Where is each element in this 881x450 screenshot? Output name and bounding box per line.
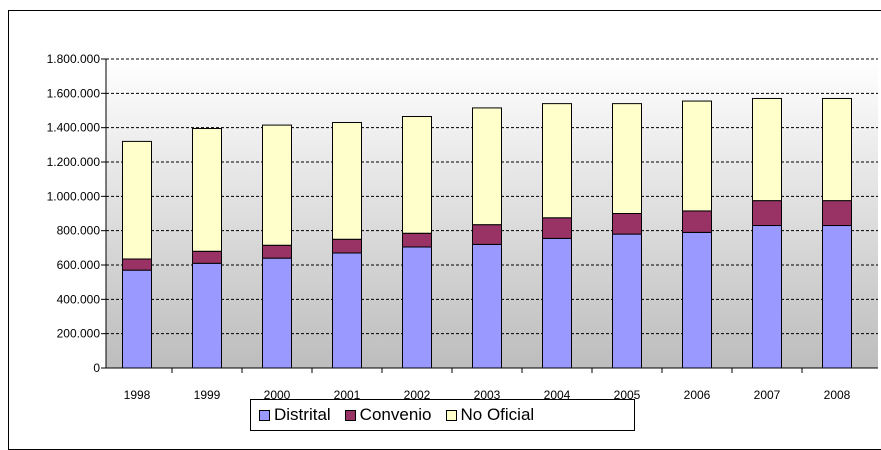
bar-distrital-1999	[192, 262, 222, 369]
y-tick-label: 600.000	[57, 258, 101, 272]
legend-label-distrital: Distrital	[274, 405, 331, 424]
x-tick-label: 2003	[474, 388, 501, 402]
y-tick-label: 1.200.000	[47, 155, 101, 169]
y-tick-label: 1.400.000	[47, 121, 101, 135]
x-tick-label: 2004	[544, 388, 571, 402]
x-tick-label: 2002	[404, 388, 431, 402]
y-tick-label: 1.600.000	[47, 86, 101, 100]
y-tick-label: 200.000	[57, 327, 101, 341]
bar-no-oficial-1999	[192, 128, 222, 252]
bar-no-oficial-2002	[402, 116, 432, 234]
bar-no-oficial-2000	[262, 124, 292, 246]
bar-no-oficial-2008	[822, 97, 852, 202]
x-tick-label: 2005	[614, 388, 641, 402]
bar-convenio-1999	[192, 250, 222, 264]
bar-convenio-2006	[682, 210, 712, 233]
bar-distrital-2001	[332, 252, 362, 369]
x-tick-label: 1999	[194, 388, 221, 402]
stacked-bar-chart: 0 200.000 400.000 600.000 800.000 1.000.000 1.…	[47, 52, 878, 402]
y-tick-label: 1.000.000	[47, 189, 101, 203]
legend-item-distrital: Distrital	[259, 405, 331, 425]
bar-distrital-2005	[612, 233, 642, 369]
bar-convenio-2004	[542, 217, 572, 239]
legend-item-convenio: Convenio	[344, 405, 432, 425]
x-tick-label: 1998	[124, 388, 151, 402]
bar-no-oficial-1998	[122, 140, 152, 260]
x-tick-label: 2001	[334, 388, 361, 402]
bar-distrital-2003	[472, 243, 502, 369]
bar-convenio-2008	[822, 200, 852, 227]
x-tick-label: 2006	[684, 388, 711, 402]
bar-no-oficial-2006	[682, 100, 712, 212]
legend: Distrital Convenio No Oficial	[250, 399, 635, 431]
bar-convenio-1998	[122, 258, 152, 271]
y-tick-label: 0	[93, 361, 100, 375]
bar-distrital-2000	[262, 257, 292, 369]
legend-item-no-oficial: No Oficial	[445, 405, 535, 425]
bar-distrital-2008	[822, 225, 852, 369]
bar-distrital-2007	[752, 225, 782, 369]
bar-convenio-2005	[612, 213, 642, 235]
x-tick-label: 2000	[264, 388, 291, 402]
bar-no-oficial-2007	[752, 97, 782, 202]
legend-swatch-distrital	[259, 409, 270, 421]
bar-distrital-2004	[542, 237, 572, 369]
bar-no-oficial-2001	[332, 122, 362, 240]
bar-convenio-2007	[752, 200, 782, 227]
x-tick-label: 2007	[754, 388, 781, 402]
bar-convenio-2002	[402, 232, 432, 248]
bar-distrital-2002	[402, 246, 432, 369]
legend-swatch-convenio	[344, 409, 356, 421]
bar-no-oficial-2004	[542, 103, 572, 219]
y-tick-label: 800.000	[57, 224, 101, 238]
legend-swatch-no-oficial	[445, 409, 457, 421]
bar-convenio-2000	[262, 244, 292, 259]
bar-no-oficial-2003	[472, 107, 502, 226]
legend-label-convenio: Convenio	[359, 405, 432, 424]
y-tick-label: 1.800.000	[47, 52, 101, 66]
bar-convenio-2003	[472, 224, 502, 245]
bar-no-oficial-2005	[612, 103, 642, 214]
bar-distrital-2006	[682, 231, 712, 369]
y-tick-label: 400.000	[57, 292, 101, 306]
x-tick-label: 2008	[824, 388, 851, 402]
legend-label-no-oficial: No Oficial	[460, 405, 535, 424]
bar-distrital-1998	[122, 269, 152, 369]
bar-convenio-2001	[332, 238, 362, 254]
